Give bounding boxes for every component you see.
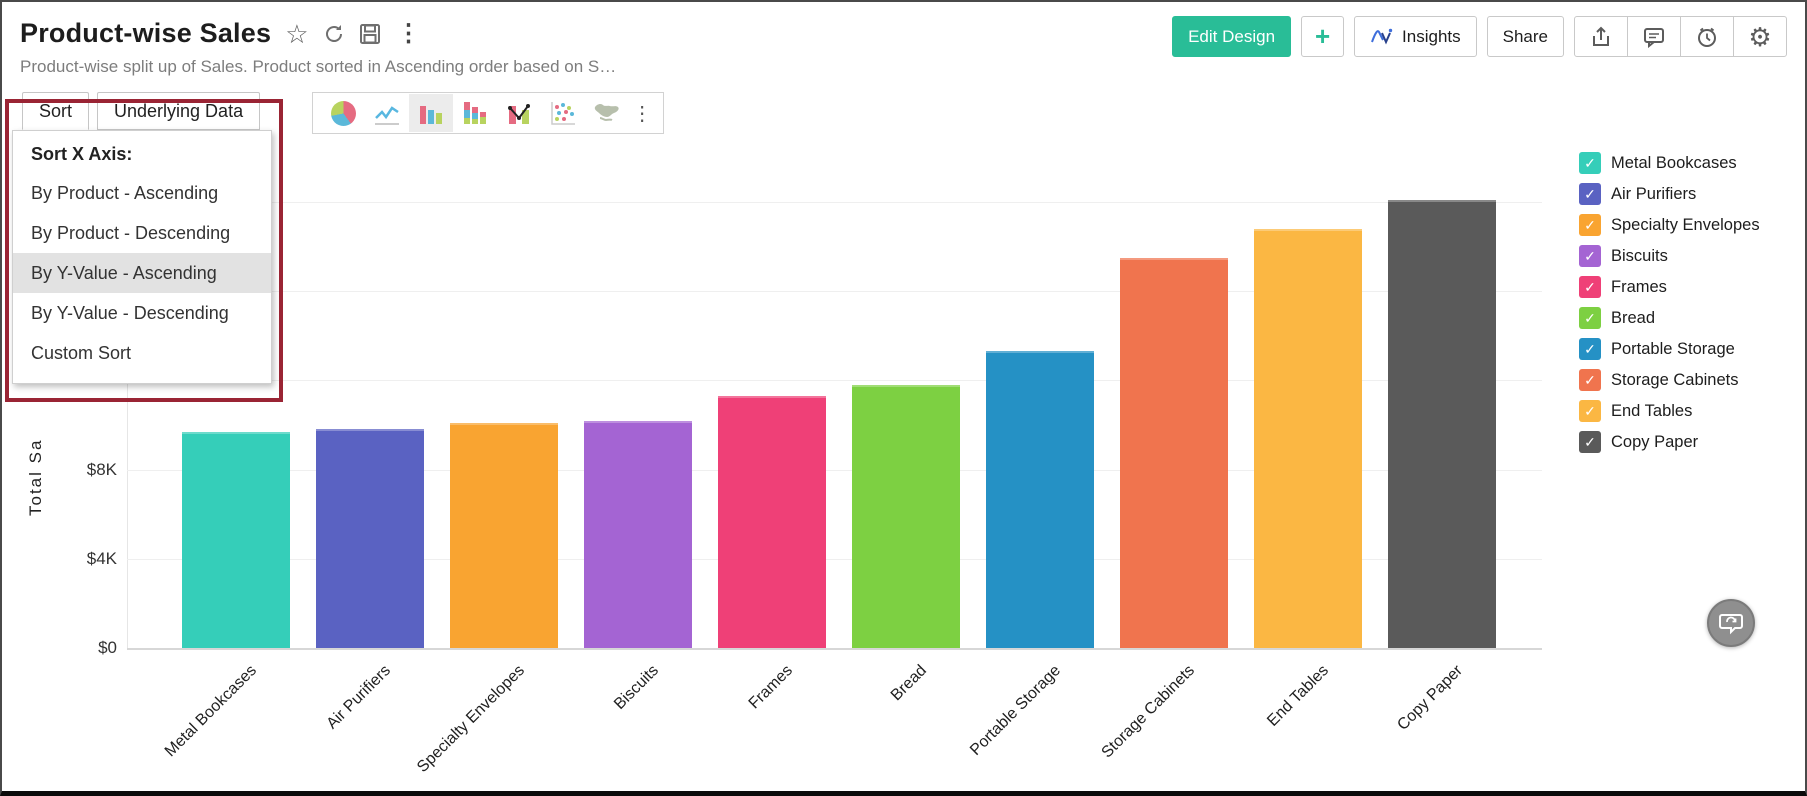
legend-item[interactable]: ✓ Portable Storage: [1579, 338, 1760, 360]
sort-menu-item[interactable]: By Product - Ascending: [31, 182, 219, 203]
legend-checkbox[interactable]: ✓: [1579, 307, 1601, 329]
bar[interactable]: [182, 431, 290, 648]
sort-menu-item[interactable]: Custom Sort: [31, 342, 132, 363]
zia-insights-icon: [1370, 26, 1394, 48]
legend-checkbox[interactable]: ✓: [1579, 400, 1601, 422]
gridline: [127, 380, 1542, 382]
bar[interactable]: [718, 396, 826, 648]
sort-dropdown-menu: Sort X Axis: By Product - Ascending By Pr…: [12, 130, 272, 384]
legend-label: End Tables: [1611, 401, 1693, 420]
legend-label: Storage Cabinets: [1611, 370, 1739, 389]
chart-type-pie-icon[interactable]: [321, 94, 365, 132]
chart-type-stacked-bar-icon[interactable]: [453, 94, 497, 132]
legend-item[interactable]: ✓ Bread: [1579, 307, 1760, 329]
sort-menu-item[interactable]: By Y-Value - Ascending: [13, 253, 271, 293]
legend-checkbox[interactable]: ✓: [1579, 183, 1601, 205]
y-axis-line: [127, 147, 128, 648]
report-header: Product-wise Sales ☆ ⋮ Product-wise spli…: [2, 2, 1805, 90]
gridline: [127, 202, 1542, 203]
legend-checkbox[interactable]: ✓: [1579, 214, 1601, 236]
legend-item[interactable]: ✓ Frames: [1579, 276, 1760, 298]
legend-label: Copy Paper: [1611, 432, 1699, 451]
legend-item[interactable]: ✓ Biscuits: [1579, 245, 1760, 267]
save-icon[interactable]: [359, 23, 381, 45]
bar[interactable]: [986, 351, 1094, 648]
bar[interactable]: [584, 420, 692, 648]
chart-legend: ✓ Metal Bookcases ✓ Air Purifiers ✓ Specialty…: [1579, 152, 1760, 453]
legend-label: Frames: [1611, 277, 1667, 296]
gridline: [127, 558, 1542, 560]
chart-type-line-icon[interactable]: [365, 94, 409, 132]
bar[interactable]: [852, 384, 960, 648]
sort-menu-item[interactable]: By Product - Descending: [31, 222, 231, 243]
chat-bubble-icon: [1719, 614, 1743, 635]
y-axis-tick-label: $0: [98, 638, 117, 657]
legend-checkbox[interactable]: ✓: [1579, 152, 1601, 174]
chart-type-scatter-icon[interactable]: [541, 94, 585, 132]
chart-type-map-icon[interactable]: [585, 94, 629, 132]
comment-icon[interactable]: [1627, 16, 1681, 57]
tab-underlying-data[interactable]: Underlying Data: [97, 92, 261, 130]
more-vertical-icon[interactable]: ⋮: [396, 20, 421, 47]
tab-sort[interactable]: Sort: [22, 92, 90, 130]
add-button[interactable]: +: [1301, 16, 1345, 57]
view-toolbar: Sort Underlying Data ⋮: [22, 92, 665, 134]
x-axis-line: [127, 648, 1542, 650]
chart-type-toolbar: ⋮: [312, 92, 665, 134]
share-button[interactable]: Share: [1486, 16, 1564, 57]
legend-checkbox[interactable]: ✓: [1579, 245, 1601, 267]
legend-item[interactable]: ✓ End Tables: [1579, 400, 1760, 422]
legend-label: Air Purifiers: [1611, 184, 1697, 203]
insights-button[interactable]: Insights: [1354, 16, 1477, 57]
chart-type-bar-line-icon[interactable]: [497, 94, 541, 132]
alert-clock-icon[interactable]: [1680, 16, 1734, 57]
bar[interactable]: [1388, 199, 1496, 648]
y-axis-tick-label: $4K: [86, 548, 117, 568]
bar[interactable]: [1120, 257, 1228, 648]
y-axis-title: Total Sa: [26, 438, 45, 516]
legend-label: Bread: [1611, 308, 1656, 327]
legend-item[interactable]: ✓ Copy Paper: [1579, 431, 1760, 453]
gridline: [127, 469, 1542, 471]
legend-label: Specialty Envelopes: [1611, 215, 1760, 234]
insights-label: Insights: [1402, 26, 1461, 46]
legend-label: Biscuits: [1611, 246, 1668, 265]
bar[interactable]: [450, 422, 558, 648]
favorite-star-icon[interactable]: ☆: [285, 18, 309, 49]
legend-item[interactable]: ✓ Air Purifiers: [1579, 183, 1760, 205]
chart-type-bar-icon[interactable]: [409, 94, 454, 132]
legend-item[interactable]: ✓ Metal Bookcases: [1579, 152, 1760, 174]
y-axis-tick-label: $8K: [86, 459, 117, 479]
legend-checkbox[interactable]: ✓: [1579, 369, 1601, 391]
legend-label: Portable Storage: [1611, 339, 1735, 358]
bar[interactable]: [1254, 228, 1362, 648]
legend-checkbox[interactable]: ✓: [1579, 338, 1601, 360]
legend-checkbox[interactable]: ✓: [1579, 276, 1601, 298]
edit-design-button[interactable]: Edit Design: [1172, 16, 1292, 57]
x-axis-category-label: Metal Bookcases: [161, 662, 261, 761]
gridline: [127, 291, 1542, 293]
legend-checkbox[interactable]: ✓: [1579, 431, 1601, 453]
header-icon-strip: ⚙: [1574, 16, 1787, 57]
sort-menu-header: Sort X Axis:: [31, 143, 133, 164]
settings-gear-icon[interactable]: ⚙: [1733, 16, 1787, 57]
chart-type-more-icon[interactable]: ⋮: [632, 102, 653, 125]
bar[interactable]: [316, 429, 424, 648]
legend-item[interactable]: ✓ Storage Cabinets: [1579, 369, 1760, 391]
refresh-icon[interactable]: [323, 23, 345, 45]
legend-item[interactable]: ✓ Specialty Envelopes: [1579, 214, 1760, 236]
sort-menu-item[interactable]: By Y-Value - Descending: [31, 302, 229, 323]
chat-assistant-button[interactable]: [1707, 599, 1755, 647]
report-description: Product-wise split up of Sales. Product …: [20, 57, 617, 76]
page-title: Product-wise Sales: [20, 18, 272, 48]
legend-label: Metal Bookcases: [1611, 153, 1737, 172]
